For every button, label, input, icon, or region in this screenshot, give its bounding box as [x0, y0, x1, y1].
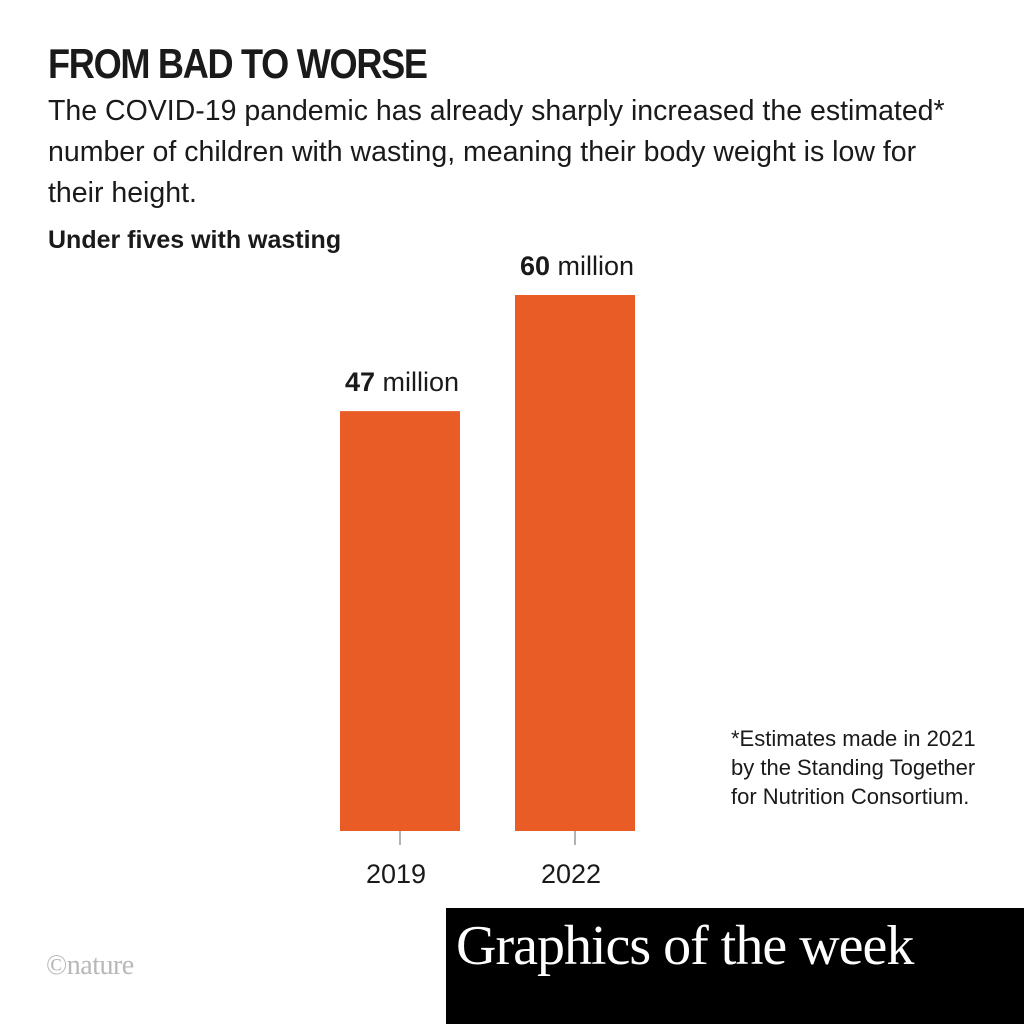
value-label-2019: 47 million: [345, 367, 459, 397]
graphics-of-the-week-banner: Graphics of the week: [446, 908, 1024, 1024]
headline: FROM BAD TO WORSE: [48, 40, 428, 87]
x-tick-label-2022: 2022: [541, 859, 601, 889]
banner-text: Graphics of the week: [456, 915, 914, 977]
subtitle: The COVID-19 pandemic has already sharpl…: [48, 95, 945, 209]
bars-group: [340, 295, 635, 831]
bar-2022: [515, 295, 635, 831]
x-tick-label-2019: 2019: [366, 859, 426, 889]
value-label-unit: million: [550, 251, 634, 281]
bar-2019: [340, 411, 460, 831]
nature-logo: ©nature: [46, 950, 134, 981]
value-label-number: 47: [345, 367, 375, 397]
value-label-number: 60: [520, 251, 550, 281]
footnote: *Estimates made in 2021 by the Standing …: [731, 726, 976, 809]
chart-title: Under fives with wasting: [48, 226, 342, 254]
x-axis-ticks-group: 2019 2022: [366, 831, 601, 889]
value-label-2022: 60 million: [520, 251, 634, 281]
value-label-unit: million: [375, 367, 459, 397]
